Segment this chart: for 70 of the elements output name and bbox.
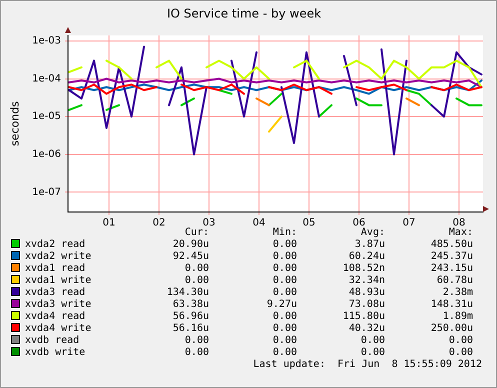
text: 0.00: [272, 335, 297, 347]
text: 73.08u: [348, 299, 385, 311]
text: 245.37u: [430, 251, 473, 263]
y-tick-label: 1e-05: [32, 111, 61, 122]
text: Min:: [272, 227, 297, 239]
chart-title: IO Service time - by week: [166, 6, 322, 20]
text: Avg:: [360, 227, 385, 239]
y-tick-label: 1e-06: [32, 148, 61, 160]
legend-label: xvda3 write: [24, 299, 92, 311]
text: 1.89m: [442, 311, 473, 323]
text: 0.00: [448, 347, 473, 359]
text: 0.00: [272, 347, 297, 359]
text: 0.00: [184, 347, 209, 359]
text: 0.00: [448, 335, 473, 347]
legend-label: xvdb read: [24, 335, 80, 347]
text: 40.32u: [348, 323, 385, 335]
legend-label: xvda3 read: [24, 287, 86, 299]
text: 243.15u: [430, 263, 473, 275]
text: Max:: [448, 227, 473, 239]
x-tick-label: 05: [302, 218, 316, 229]
x-tick-label: 02: [152, 218, 166, 229]
text: 48.93u: [348, 287, 385, 299]
text: 0.00: [272, 263, 297, 275]
text: 20.90u: [172, 239, 209, 251]
text: 63.38u: [172, 299, 209, 311]
text: Last update: Fri Jun 8 15:55:09 2012: [253, 359, 482, 370]
text: 2.38m: [442, 287, 473, 299]
legend-label: xvda1 write: [24, 275, 92, 287]
y-axis-title: seconds: [8, 100, 22, 146]
x-tick-label: 03: [202, 218, 216, 229]
text: 0.00: [360, 347, 385, 359]
y-tick-label: 1e-03: [32, 36, 61, 47]
text: 56.96u: [172, 311, 209, 323]
text: 0.00: [184, 263, 209, 275]
text: 0.00: [184, 335, 209, 347]
text: 9.27u: [266, 299, 297, 311]
text: 32.34n: [348, 275, 385, 287]
text: 108.52n: [342, 263, 385, 275]
text: 485.50u: [430, 239, 473, 251]
legend-label: xvda2 read: [24, 239, 86, 251]
y-tick-label: 1e-07: [32, 186, 61, 198]
text: Cur:: [184, 227, 209, 239]
text: 0.00: [184, 275, 209, 287]
x-tick-label: 06: [352, 218, 366, 229]
x-tick-label: 01: [102, 218, 116, 229]
text: 0.00: [272, 275, 297, 287]
x-tick-label: 07: [402, 218, 416, 229]
text: 0.00: [360, 335, 385, 347]
text: 0.00: [272, 287, 297, 299]
text: 250.00u: [430, 323, 473, 335]
x-tick-label: 04: [252, 218, 266, 229]
y-tick-label: 1e-04: [32, 73, 61, 84]
text: 56.16u: [172, 323, 209, 335]
text: 134.30u: [166, 287, 209, 299]
text: 92.45u: [172, 251, 209, 263]
text: 148.31u: [430, 299, 473, 311]
text: 3.87u: [354, 239, 385, 251]
text: 115.80u: [342, 311, 385, 323]
legend-label: xvda2 write: [24, 251, 92, 263]
text: 60.78u: [436, 275, 473, 287]
text: 60.24u: [348, 251, 385, 263]
legend-label: xvdb write: [24, 347, 86, 359]
legend-label: xvda1 read: [24, 263, 86, 275]
text: 0.00: [272, 239, 297, 251]
text: 0.00: [272, 323, 297, 335]
legend-label: xvda4 write: [24, 323, 92, 335]
text: 0.00: [272, 251, 297, 263]
legend-label: xvda4 read: [24, 311, 86, 323]
x-tick-label: 08: [452, 218, 466, 229]
text: 0.00: [272, 311, 297, 323]
